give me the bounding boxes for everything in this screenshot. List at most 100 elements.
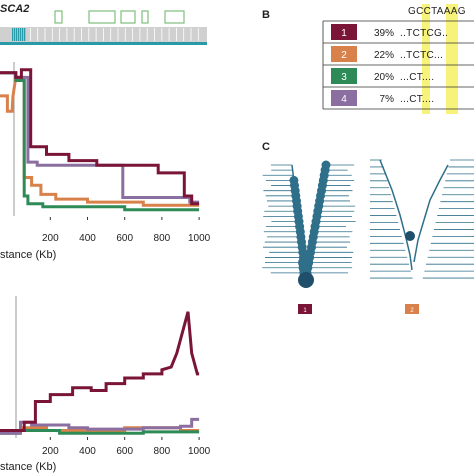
x-tick-label: 200 [42, 233, 59, 244]
haplotype-sequence: ..TCTC... [400, 50, 443, 61]
top-plot-ticks: 200 400 600 800 1000 [42, 217, 211, 244]
haplotype-badge [331, 24, 357, 40]
grid-mark [95, 28, 97, 41]
series-line-1 [0, 311, 200, 432]
grid-mark [88, 28, 90, 41]
gene-boxes [54, 10, 185, 24]
sequence-highlight [446, 4, 458, 114]
top-plot: 200 400 600 800 1000 stance (Kb) [0, 62, 211, 261]
haplotype-id: 4 [341, 94, 347, 105]
haplotype-sequence: ...CT.... [400, 72, 434, 83]
grid-mark [183, 28, 185, 41]
exon-mark [22, 28, 24, 41]
exon-mark [20, 28, 22, 41]
haplotype-id: 1 [341, 28, 347, 39]
grid-mark [117, 28, 119, 41]
exon-mark [14, 28, 16, 41]
grid-mark [110, 28, 112, 41]
haplotype-tree-2 [370, 159, 474, 279]
haplotype-tree-1 [262, 160, 356, 288]
reference-sequence: GCCTAAAG [408, 6, 466, 17]
haplotype-row: 1 39% ..TCTCG.. [331, 24, 448, 40]
haplotype-table [322, 20, 474, 110]
gene-box [164, 10, 185, 24]
gene-box [141, 10, 149, 24]
bottom-plot-xlabel: stance (Kb) [0, 461, 56, 473]
tree-label-box [405, 304, 419, 314]
grid-mark [161, 28, 163, 41]
haplotype-percent: 20% [374, 72, 394, 83]
grid-mark [37, 28, 39, 41]
grid-mark [66, 28, 68, 41]
x-tick-label: 600 [116, 233, 133, 244]
grid-mark [30, 28, 31, 41]
grid-mark [139, 28, 141, 41]
tree-root-node [298, 272, 314, 288]
gene-label: SCA2 [0, 3, 29, 15]
bottom-plot: 200 400 600 800 1000 stance (Kb) [0, 296, 211, 473]
haplotype-badge [331, 90, 357, 106]
x-tick-label: 800 [154, 446, 171, 457]
gene-underline [0, 42, 207, 45]
tree-label-box [298, 304, 312, 314]
grid-mark [124, 28, 126, 41]
exon-mark [12, 28, 14, 41]
panel-b-letter: B [262, 9, 270, 21]
tree-label: 1 [303, 308, 307, 314]
grid-mark [168, 28, 170, 41]
tree-label: 2 [410, 308, 414, 314]
tree-trunk [379, 159, 413, 271]
x-tick-label: 400 [79, 233, 96, 244]
grid-mark [190, 28, 192, 41]
grid-mark [51, 28, 53, 41]
haplotype-row: 4 7% ...CT.... [331, 90, 434, 106]
grid-mark [44, 28, 46, 41]
x-tick-label: 1000 [188, 233, 211, 244]
haplotype-percent: 39% [374, 28, 394, 39]
haplotype-sequence: ...CT.... [400, 94, 434, 105]
haplotype-badge [331, 46, 357, 62]
grid-mark [81, 28, 82, 41]
exon-mark [18, 28, 20, 41]
grid-mark [132, 28, 133, 41]
panel-b: B GCCTAAAG 1 39% ..TCTCG.. 2 22% ..TCTC.… [262, 4, 474, 114]
bottom-plot-ticks: 200 400 600 800 1000 [42, 437, 211, 457]
exon-mark [24, 28, 26, 41]
grid-mark [154, 28, 155, 41]
grid-mark [197, 28, 199, 41]
haplotype-badge [331, 68, 357, 84]
series-line-3 [0, 71, 200, 212]
gene-track: SCA2 [0, 3, 207, 45]
grid-mark [59, 28, 60, 41]
bottom-plot-series [0, 311, 200, 435]
series-line-2 [0, 75, 200, 207]
grid-mark [176, 28, 177, 41]
gene-box [54, 10, 63, 24]
exon-marks [12, 28, 199, 41]
x-tick-label: 200 [42, 446, 59, 457]
tree-trunk [413, 164, 449, 263]
haplotype-row: 3 20% ...CT.... [331, 68, 434, 84]
top-plot-xlabel: stance (Kb) [0, 249, 56, 261]
exon-mark [16, 28, 18, 41]
x-tick-label: 600 [116, 446, 133, 457]
grid-mark [73, 28, 75, 41]
haplotype-row: 2 22% ..TCTC... [331, 46, 443, 62]
grid-mark [103, 28, 104, 41]
x-tick-label: 400 [79, 446, 96, 457]
haplotype-percent: 7% [380, 94, 395, 105]
haplotype-sequence: ..TCTCG.. [400, 28, 448, 39]
haplotype-percent: 22% [374, 50, 394, 61]
gene-box [88, 10, 116, 24]
haplotype-id: 3 [341, 72, 347, 83]
haplotype-id: 2 [341, 50, 347, 61]
gene-box [120, 10, 136, 24]
panel-c-letter: C [262, 141, 270, 153]
series-line-1 [0, 68, 200, 206]
panel-c: C 1 2 [262, 141, 474, 314]
grid-mark [146, 28, 148, 41]
x-tick-label: 1000 [188, 446, 211, 457]
sequence-highlight [422, 4, 430, 114]
tree-root-node [405, 231, 415, 241]
